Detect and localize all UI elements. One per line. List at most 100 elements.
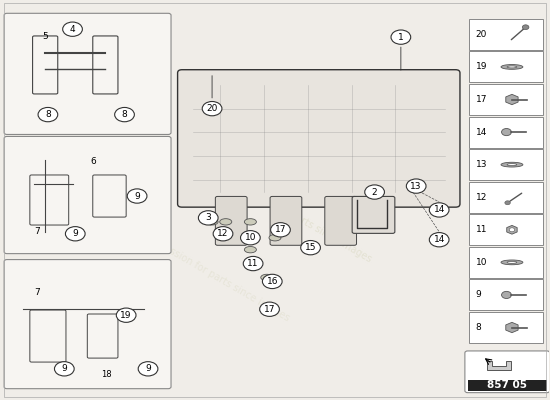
- Bar: [469, 19, 543, 50]
- Text: S: S: [392, 104, 464, 201]
- Ellipse shape: [507, 66, 517, 68]
- Circle shape: [260, 302, 279, 316]
- Circle shape: [271, 223, 290, 237]
- Ellipse shape: [501, 162, 523, 167]
- Text: 20: 20: [476, 30, 487, 39]
- Ellipse shape: [244, 246, 256, 253]
- FancyBboxPatch shape: [216, 196, 247, 245]
- Text: 2: 2: [372, 188, 377, 196]
- Text: a passion for parts since images: a passion for parts since images: [149, 236, 292, 323]
- Circle shape: [65, 227, 85, 241]
- Text: 18: 18: [101, 370, 112, 379]
- FancyBboxPatch shape: [352, 196, 395, 233]
- Circle shape: [430, 232, 449, 247]
- Ellipse shape: [261, 274, 273, 281]
- Circle shape: [391, 30, 411, 44]
- Circle shape: [406, 179, 426, 193]
- Text: 11: 11: [476, 225, 487, 234]
- Circle shape: [243, 256, 263, 271]
- Circle shape: [38, 108, 58, 122]
- Text: 13: 13: [410, 182, 422, 190]
- Ellipse shape: [206, 219, 218, 225]
- FancyBboxPatch shape: [465, 351, 549, 393]
- FancyBboxPatch shape: [270, 196, 302, 245]
- FancyBboxPatch shape: [325, 196, 356, 245]
- Bar: [469, 312, 543, 343]
- Ellipse shape: [502, 128, 512, 136]
- Circle shape: [509, 228, 515, 232]
- Text: a passion for parts since images: a passion for parts since images: [231, 176, 373, 264]
- Bar: [469, 116, 543, 148]
- Text: 17: 17: [274, 225, 286, 234]
- Circle shape: [213, 227, 233, 241]
- Text: 20: 20: [206, 104, 218, 113]
- Text: 16: 16: [267, 277, 278, 286]
- Text: 857 05: 857 05: [487, 380, 527, 390]
- Bar: [468, 380, 547, 391]
- FancyBboxPatch shape: [4, 136, 171, 254]
- Circle shape: [138, 362, 158, 376]
- Text: 14: 14: [476, 128, 487, 136]
- Text: 9: 9: [476, 290, 482, 300]
- Circle shape: [365, 185, 384, 199]
- Polygon shape: [506, 322, 518, 333]
- Ellipse shape: [269, 234, 281, 241]
- Bar: [469, 84, 543, 115]
- Polygon shape: [507, 226, 517, 234]
- Circle shape: [116, 308, 136, 322]
- Text: 14: 14: [433, 206, 445, 214]
- Text: 9: 9: [62, 364, 67, 373]
- Text: 8: 8: [122, 110, 128, 119]
- Text: 6: 6: [90, 157, 96, 166]
- Bar: [469, 149, 543, 180]
- Text: 8: 8: [476, 323, 482, 332]
- Text: 4: 4: [70, 25, 75, 34]
- Circle shape: [127, 189, 147, 203]
- Text: 9: 9: [145, 364, 151, 373]
- Bar: [469, 214, 543, 245]
- Circle shape: [202, 102, 222, 116]
- Bar: [469, 182, 543, 213]
- Text: 12: 12: [217, 229, 229, 238]
- Text: 13: 13: [476, 160, 487, 169]
- FancyBboxPatch shape: [4, 13, 171, 134]
- FancyBboxPatch shape: [4, 260, 171, 389]
- Circle shape: [114, 108, 134, 122]
- Ellipse shape: [220, 219, 232, 225]
- Text: 19: 19: [476, 62, 487, 72]
- Circle shape: [430, 203, 449, 217]
- Text: 10: 10: [245, 233, 256, 242]
- Text: 17: 17: [476, 95, 487, 104]
- Circle shape: [63, 22, 82, 36]
- Text: 15: 15: [305, 243, 316, 252]
- Circle shape: [262, 274, 282, 288]
- Circle shape: [505, 201, 510, 205]
- Circle shape: [199, 211, 218, 225]
- Ellipse shape: [244, 219, 256, 225]
- Circle shape: [240, 230, 260, 245]
- Text: 3: 3: [205, 213, 211, 222]
- Text: 7: 7: [34, 227, 40, 236]
- Ellipse shape: [502, 291, 512, 298]
- Polygon shape: [506, 94, 518, 105]
- Bar: [469, 247, 543, 278]
- Circle shape: [522, 25, 529, 30]
- Text: 19: 19: [120, 311, 132, 320]
- Ellipse shape: [501, 64, 523, 69]
- Text: 9: 9: [134, 192, 140, 200]
- FancyBboxPatch shape: [178, 70, 460, 207]
- Bar: [469, 280, 543, 310]
- Text: 17: 17: [264, 305, 276, 314]
- Text: 1: 1: [398, 33, 404, 42]
- Bar: [469, 52, 543, 82]
- Text: 5: 5: [42, 32, 48, 41]
- Text: 8: 8: [45, 110, 51, 119]
- Text: 10: 10: [476, 258, 487, 267]
- Circle shape: [54, 362, 74, 376]
- Text: 11: 11: [248, 259, 259, 268]
- Ellipse shape: [507, 261, 517, 263]
- Text: 12: 12: [476, 193, 487, 202]
- Ellipse shape: [507, 164, 517, 166]
- Text: 9: 9: [73, 229, 78, 238]
- Polygon shape: [487, 361, 512, 370]
